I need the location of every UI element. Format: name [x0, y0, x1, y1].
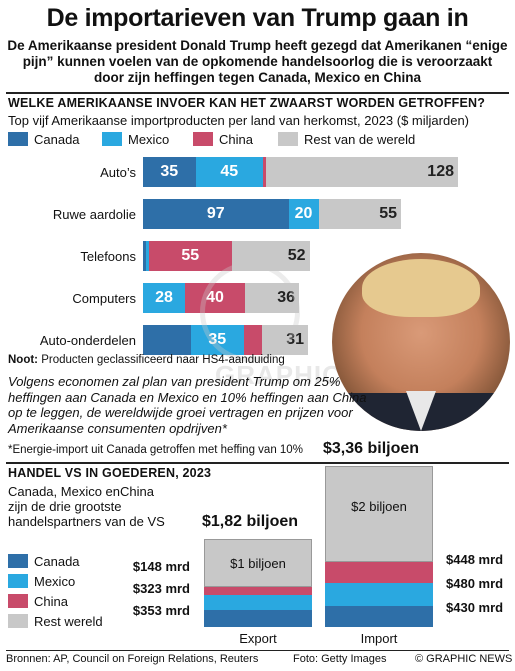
column-segment — [325, 561, 433, 584]
section1-subtitle: Top vijf Amerikaanse importproducten per… — [8, 113, 470, 128]
column-segment — [325, 583, 433, 607]
legend-swatch — [193, 132, 213, 146]
legend-china: China — [8, 594, 68, 609]
divider — [6, 650, 509, 651]
legend-mexico: Mexico — [8, 574, 75, 589]
value-label: $353 mrd — [132, 603, 190, 618]
data-label: 20 — [294, 205, 313, 222]
value-label: $448 mrd — [446, 552, 504, 567]
data-label: 45 — [220, 163, 239, 180]
data-label: 55 — [181, 247, 200, 264]
footer-brand: © GRAPHIC NEWS — [415, 653, 513, 665]
value-label: $430 mrd — [446, 600, 504, 615]
page-subtitle: De Amerikaanse president Donald Trump he… — [7, 38, 508, 85]
legend-label: China — [219, 132, 253, 147]
legend-label: Mexico — [34, 574, 76, 589]
divider — [6, 462, 509, 464]
bar-segment — [288, 199, 319, 229]
bar-segment — [143, 325, 191, 355]
bar-segment — [263, 157, 266, 187]
legend-label: Canada — [34, 554, 80, 569]
legend-label: Mexico — [128, 132, 170, 147]
data-label: 52 — [287, 247, 306, 264]
column-segment — [204, 539, 312, 588]
column-segment — [204, 587, 312, 595]
column-total: $1,82 biljoen — [202, 513, 299, 531]
data-label: 35 — [160, 163, 179, 180]
column-category-label: Import — [360, 631, 398, 646]
section2-subtitle: Canada, Mexico enChina zijn de drie groo… — [8, 484, 165, 529]
bar-segment — [146, 241, 149, 271]
category-label: Computers — [72, 291, 136, 306]
bar-segment — [143, 199, 289, 229]
bar-segment — [149, 241, 232, 271]
legend-swatch — [8, 594, 28, 608]
page-title: De importarieven van Trump gaan in — [46, 4, 469, 32]
footer-sources: Bronnen: AP, Council on Foreign Relation… — [6, 653, 259, 665]
legend-swatch — [8, 554, 28, 568]
column-segment — [325, 465, 433, 562]
photo-hair — [362, 259, 480, 317]
legend-rest: Rest van de wereld — [278, 132, 415, 147]
category-label: Auto’s — [100, 165, 136, 180]
legend-rest: Rest wereld — [8, 614, 103, 629]
legend-label: Rest wereld — [34, 614, 103, 629]
legend-label: Canada — [34, 132, 80, 147]
footnote: *Energie-import uit Canada getroffen met… — [8, 444, 303, 456]
value-label: $323 mrd — [132, 581, 190, 596]
column-total: $3,36 biljoen — [323, 439, 420, 457]
data-label: $1 biljoen — [230, 556, 286, 572]
bar-segment — [318, 199, 401, 229]
data-label: 128 — [427, 163, 454, 180]
trump-photo — [332, 253, 510, 431]
legend-label: Rest van de wereld — [304, 132, 416, 147]
bar-segment — [143, 283, 185, 313]
legend-swatch — [8, 574, 28, 588]
data-label: 97 — [206, 205, 225, 222]
column-category-label: Export — [239, 631, 277, 646]
bar-segment — [143, 241, 146, 271]
bar-segment — [266, 157, 458, 187]
data-label: 28 — [155, 289, 173, 306]
legend-swatch — [278, 132, 298, 146]
bar-segment — [195, 157, 263, 187]
section1-title: Welke Amerikaanse invoer kan het zwaarst… — [8, 96, 486, 110]
legend-canada: Canada — [8, 132, 80, 147]
legend-swatch — [8, 132, 28, 146]
column-segment — [325, 606, 433, 627]
legend-mexico: Mexico — [102, 132, 169, 147]
legend-china: China — [193, 132, 253, 147]
watermark-logo — [200, 262, 300, 362]
data-label: 55 — [379, 205, 397, 222]
value-label: $480 mrd — [446, 576, 504, 591]
legend-swatch — [8, 614, 28, 628]
footer-photo-credit: Foto: Getty Images — [293, 653, 387, 665]
quote: Volgens economen zal plan van president … — [8, 374, 367, 436]
category-label: Telefoons — [80, 249, 136, 264]
column-segment — [204, 610, 312, 627]
column-segment — [204, 594, 312, 611]
category-label: Ruwe aardolie — [52, 207, 136, 222]
note: Noot: Producten geclassificeerd naar HS4… — [8, 354, 285, 366]
section2-title: Handel VS in goederen, 2023 — [8, 466, 212, 480]
divider — [6, 92, 509, 94]
legend-label: China — [34, 594, 68, 609]
data-label: $2 biljoen — [351, 499, 407, 515]
bar-segment — [143, 157, 196, 187]
legend-swatch — [102, 132, 122, 146]
legend-canada: Canada — [8, 554, 80, 569]
category-label: Auto-onderdelen — [39, 333, 136, 348]
value-label: $148 mrd — [132, 559, 190, 574]
